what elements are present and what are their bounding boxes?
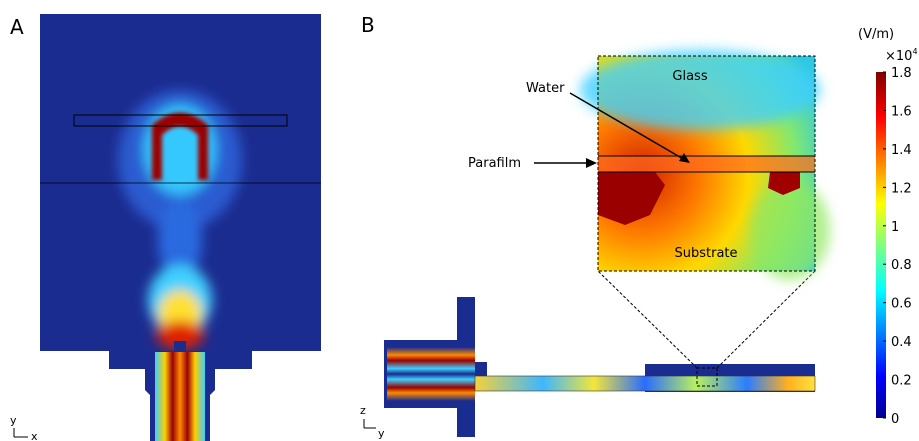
callout-label: Water bbox=[526, 81, 565, 96]
colorbar-tick-label: 0.6 bbox=[891, 297, 912, 312]
multiplier: ×10 bbox=[885, 49, 912, 64]
colorbar-tick-label: 0.2 bbox=[891, 374, 912, 389]
axis-label: y bbox=[378, 427, 385, 440]
colorbar-tick-label: 1.8 bbox=[891, 66, 912, 81]
water-layer bbox=[598, 156, 815, 172]
coax-field bbox=[387, 347, 475, 401]
zoom-line bbox=[598, 271, 697, 368]
colorbar-tick-label: 0 bbox=[891, 412, 899, 427]
colorbar bbox=[876, 72, 886, 418]
axis-triad: y x bbox=[10, 414, 38, 441]
colorbar-multiplier: ×104 bbox=[885, 47, 918, 64]
zoom-line bbox=[717, 271, 815, 368]
inset-label: Substrate bbox=[674, 246, 737, 261]
pin bbox=[174, 341, 186, 351]
strip-field bbox=[475, 376, 815, 391]
colorbar-unit: (V/m) bbox=[858, 27, 894, 42]
axis-label: x bbox=[31, 430, 38, 441]
colorbar-tick-label: 0.4 bbox=[891, 335, 912, 350]
figure: A y x B Glass Substrate Water Parafilm bbox=[0, 0, 919, 441]
panel-label: A bbox=[10, 15, 24, 39]
colorbar-tick-label: 1.6 bbox=[891, 104, 912, 119]
inset-label: Glass bbox=[672, 69, 707, 84]
colorbar-tick-label: 0.8 bbox=[891, 258, 912, 273]
axis-triad: z y bbox=[360, 404, 385, 440]
colorbar-tick-label: 1.4 bbox=[891, 143, 912, 158]
pin bbox=[475, 362, 487, 376]
panel-label: B bbox=[361, 13, 375, 37]
axis-label: y bbox=[10, 414, 17, 427]
coax-field bbox=[155, 352, 205, 441]
colorbar-tick-label: 1.2 bbox=[891, 181, 912, 196]
exponent: 4 bbox=[912, 47, 917, 56]
colorbar-tick-label: 1 bbox=[891, 220, 899, 235]
callout-label: Parafilm bbox=[468, 156, 521, 171]
axis-label: z bbox=[360, 404, 366, 417]
